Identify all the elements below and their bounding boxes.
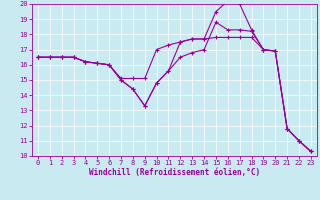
X-axis label: Windchill (Refroidissement éolien,°C): Windchill (Refroidissement éolien,°C): [89, 168, 260, 177]
